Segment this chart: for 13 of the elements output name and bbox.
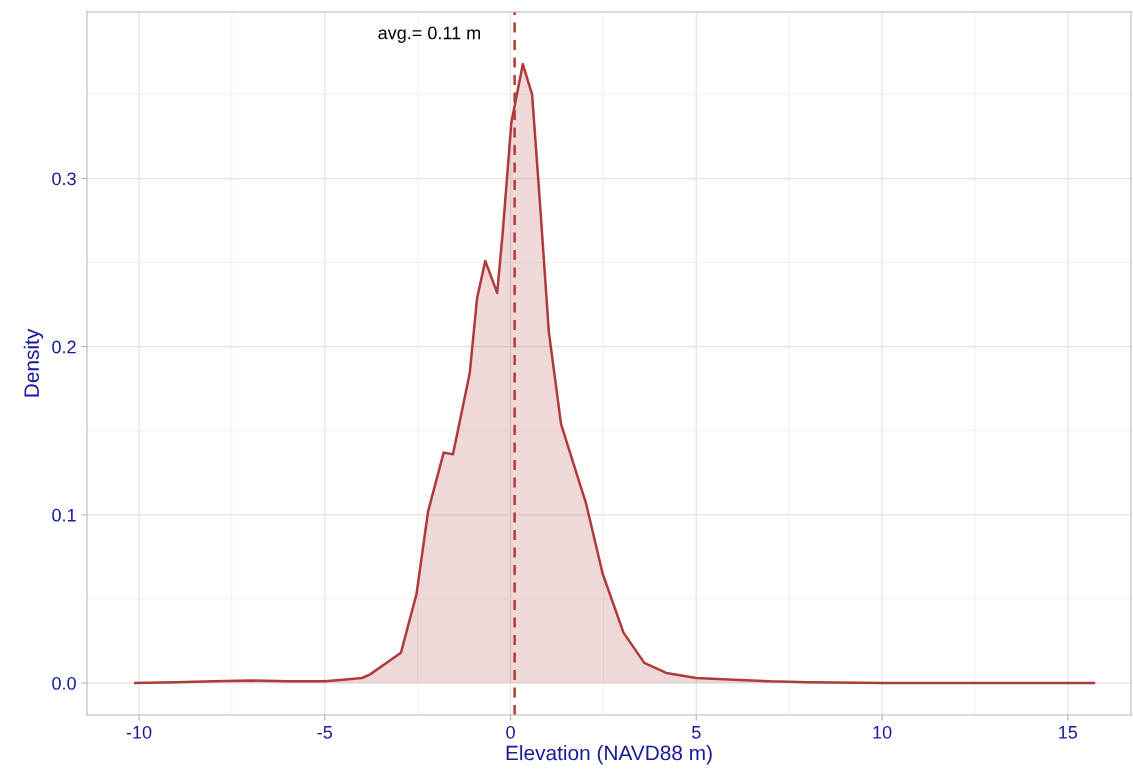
y-tick-label: 0.2 [52,340,76,354]
x-tick-label: 10 [873,725,892,739]
x-tick-label: 0 [506,725,515,739]
y-tick-label: 0.3 [52,172,76,186]
x-tick-label: -10 [126,725,152,739]
x-tick-label: -5 [317,726,333,739]
y-axis-title: Density [23,328,44,397]
x-axis-title: Elevation (NAVD88 m) [506,745,712,765]
x-tick-label: 5 [692,726,701,739]
y-tick-label: 0.1 [52,508,76,522]
x-tick-label: 15 [1059,726,1078,739]
y-tick-label: 0.0 [52,676,76,690]
ref-line-label: avg.= 0.11 m [378,26,481,43]
